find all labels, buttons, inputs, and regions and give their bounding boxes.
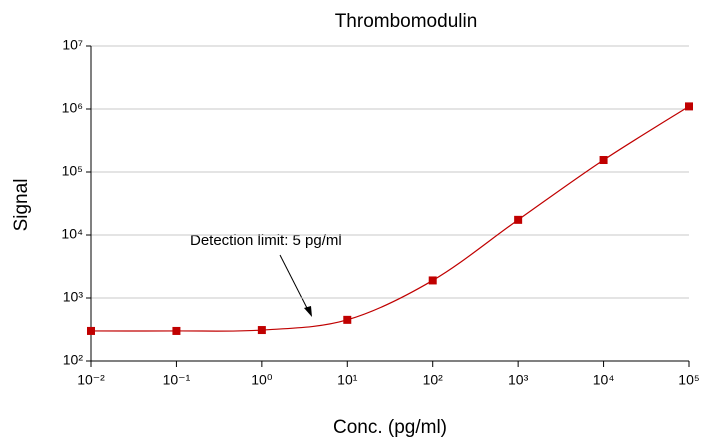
annotation: Detection limit: 5 pg/ml [190,232,342,249]
data-point [257,326,266,335]
data-point [599,156,608,165]
data-point [343,315,352,324]
x-tick-label: 10⁰ [251,372,273,388]
annotation-arrow [279,254,310,313]
x-tick-label: 10⁴ [593,372,615,388]
x-tick-label: 10² [423,372,444,388]
arrow-head [304,306,312,317]
x-tick-label: 10⁻² [77,372,105,388]
data-point [172,326,181,335]
y-tick-label: 10³ [63,289,84,305]
y-tick-label: 10⁶ [62,100,83,116]
x-tick-label: 10¹ [337,372,358,388]
data-point [685,102,693,111]
y-tick-label: 10⁵ [62,163,83,179]
x-axis-label: Conc. (pg/ml) [333,417,447,438]
x-tick-label: 10⁵ [678,372,699,388]
data-point [514,215,523,224]
data-point [87,326,95,335]
y-tick-label: 10⁴ [61,226,83,242]
x-tick-label: 10³ [508,372,529,388]
y-tick-label: 10⁷ [62,37,83,53]
y-tick-label: 10² [63,352,84,368]
fit-line [90,105,690,332]
data-point [428,276,437,285]
y-axis-label: Signal [11,179,32,232]
x-tick-label: 10⁻¹ [163,372,191,388]
chart-title: Thrombomodulin [335,11,478,32]
